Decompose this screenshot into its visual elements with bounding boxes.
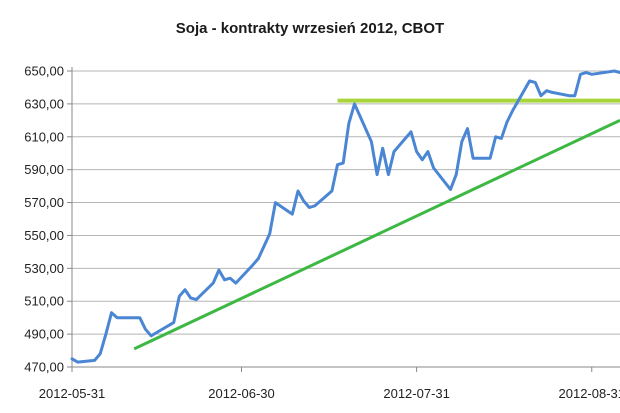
- y-axis: 470,00 490,00 510,00 530,00 550,00 570,00 590,…: [24, 64, 73, 375]
- x-tick-label: 2012-06-30: [208, 386, 275, 401]
- grid: [72, 70, 620, 368]
- trendlines: [133, 98, 620, 351]
- series-line: [70, 69, 620, 364]
- y-tick-label: 510,00: [24, 294, 64, 309]
- series-group: [70, 69, 620, 364]
- y-tick-label: 650,00: [24, 64, 64, 79]
- support-trendline: [133, 118, 620, 351]
- x-tick-label: 2012-07-31: [383, 386, 450, 401]
- x-axis: 2012-05-31 2012-06-30 2012-07-31 2012-08-31: [39, 366, 620, 401]
- x-tick-label: 2012-05-31: [39, 386, 106, 401]
- y-tick-label: 570,00: [24, 195, 64, 210]
- y-tick-label: 610,00: [24, 129, 64, 144]
- chart-title: Soja - kontrakty wrzesień 2012, CBOT: [176, 20, 444, 37]
- y-tick-label: 590,00: [24, 162, 64, 177]
- y-tick-label: 630,00: [24, 96, 64, 111]
- x-tick-label: 2012-08-31: [559, 386, 620, 401]
- y-tick-label: 470,00: [24, 360, 64, 375]
- y-tick-label: 490,00: [24, 327, 64, 342]
- y-tick-label: 550,00: [24, 228, 64, 243]
- y-tick-label: 530,00: [24, 261, 64, 276]
